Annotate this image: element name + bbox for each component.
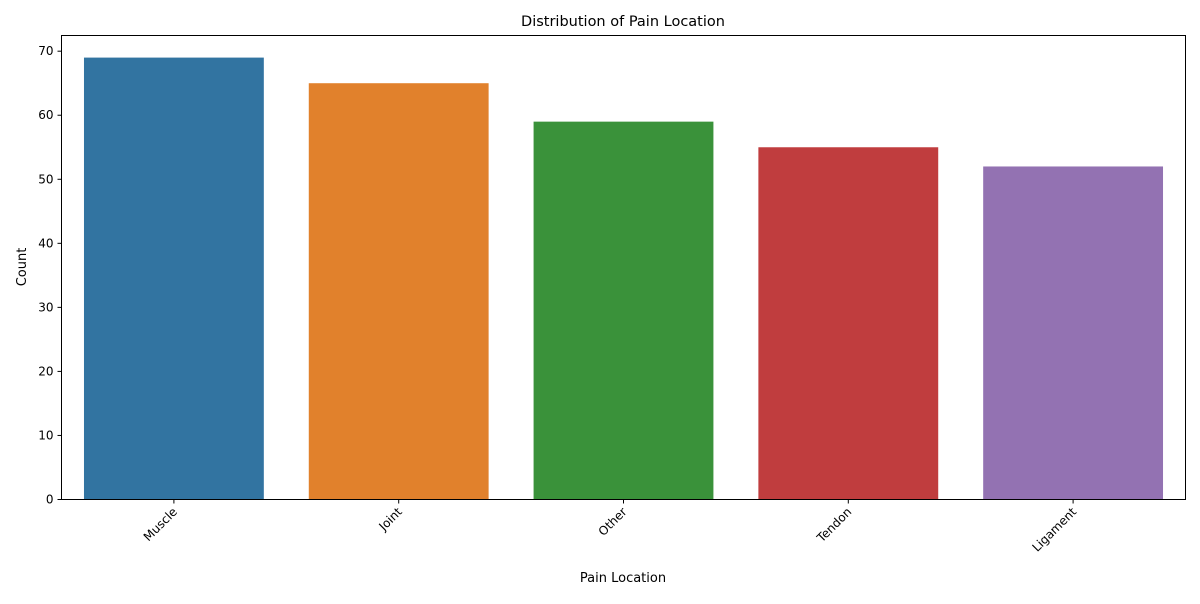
y-tick-label: 60 (38, 108, 53, 122)
x-tick-label: Joint (375, 505, 405, 535)
y-tick-label: 50 (38, 172, 53, 186)
x-axis-label: Pain Location (580, 571, 666, 586)
y-tick-label: 40 (38, 236, 53, 250)
y-tick-label: 20 (38, 364, 53, 378)
x-tick-label: Ligament (1029, 505, 1079, 555)
y-tick-label: 30 (38, 300, 53, 314)
y-tick-label: 70 (38, 44, 53, 58)
x-axis-ticks: Muscle Joint Other Tendon Ligament (141, 499, 1079, 555)
y-axis-ticks: 0 10 20 30 40 50 60 70 (38, 44, 62, 507)
chart-title: Distribution of Pain Location (521, 14, 725, 30)
plot-area-frame (61, 35, 1186, 500)
bar-other (533, 121, 714, 500)
bars-layer (83, 57, 1164, 500)
bar-ligament (983, 166, 1164, 500)
y-tick-label: 10 (38, 428, 53, 442)
bar-muscle (83, 57, 264, 500)
bar-joint (308, 83, 489, 500)
y-tick-label: 0 (46, 493, 54, 507)
y-axis-label: Count (15, 248, 30, 287)
bar-tendon (758, 147, 939, 500)
x-tick-label: Tendon (814, 505, 855, 546)
x-tick-label: Other (596, 505, 630, 539)
x-tick-label: Muscle (141, 505, 180, 544)
